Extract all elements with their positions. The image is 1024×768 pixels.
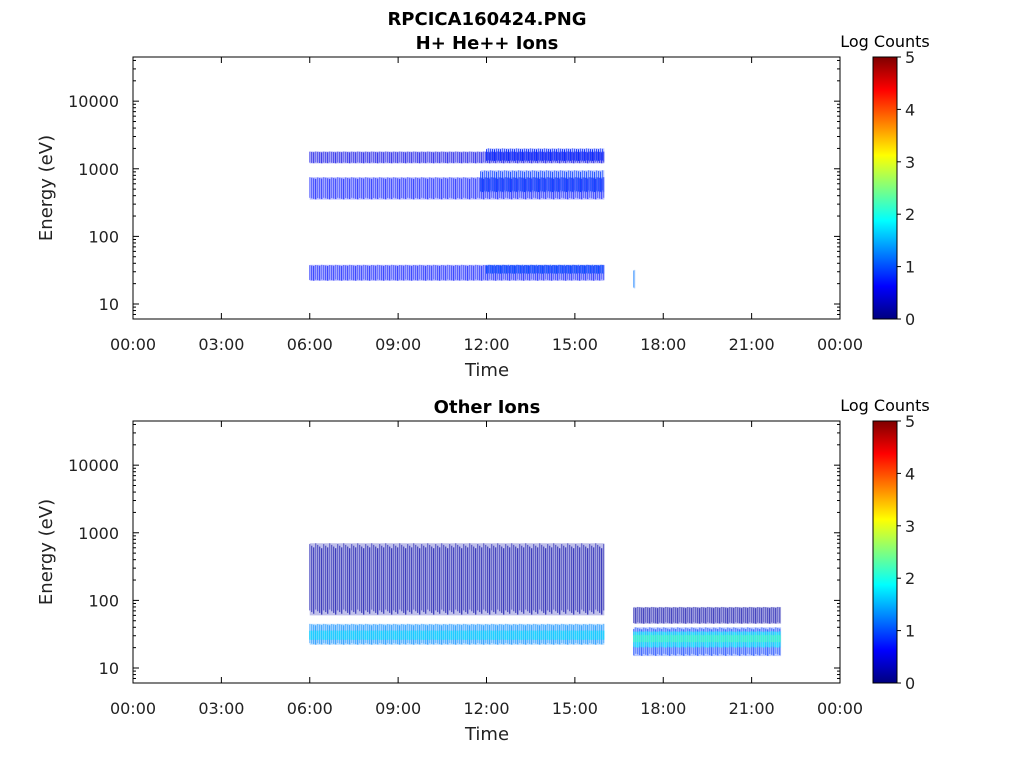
x-tick-label: 09:00 [375,699,421,718]
y-tick-label: 10 [99,295,119,314]
x-tick-label: 00:00 [110,699,156,718]
data-band [480,170,605,193]
x-axis-label-other: Time [464,724,509,745]
data-band [309,630,605,640]
y-tick-label: 10000 [68,92,119,111]
data-band [486,264,605,274]
band-fill [309,151,605,164]
colorbar-label-other: Log Counts [840,396,930,415]
colorbar-tick-label: 4 [905,464,915,483]
x-tick-label: 12:00 [463,335,509,354]
y-tick-label: 100 [88,227,119,246]
x-tick-label: 15:00 [552,335,598,354]
x-tick-label: 00:00 [817,335,863,354]
y-axis-label-h-he: Energy (eV) [36,135,57,241]
colorbar-tick-label: 4 [905,100,915,119]
data-band [633,634,782,643]
colorbar-label-h-he: Log Counts [840,32,930,51]
y-tick-label: 1000 [78,524,119,543]
y-axis-label-other: Energy (eV) [36,499,57,605]
x-tick-label: 21:00 [729,335,775,354]
data-band [633,269,636,289]
x-tick-label: 18:00 [640,699,686,718]
heatmap-area-h-he [309,148,636,289]
x-tick-label: 21:00 [729,699,775,718]
band-fill [309,543,605,616]
colorbar-tick-label: 0 [905,674,915,693]
band-fill [486,264,605,274]
panel-title-h-he: H+ He++ Ions [416,33,559,54]
panel-h-he-ions: H+ He++ Ions Time Energy (eV) Log Counts… [36,32,930,381]
x-tick-label: 03:00 [198,699,244,718]
data-band [486,148,605,162]
colorbar-tick-label: 1 [905,622,915,641]
band-fill [309,630,605,640]
x-tick-label: 00:00 [817,699,863,718]
colorbar-tick-label: 2 [905,205,915,224]
y-tick-label: 10 [99,659,119,678]
x-axis-label-h-he: Time [464,360,509,381]
colorbar-tick-label: 5 [905,412,915,431]
x-tick-label: 15:00 [552,699,598,718]
heatmap-area-other [309,543,782,657]
data-band [309,543,605,616]
x-tick-label: 03:00 [198,335,244,354]
data-band [309,151,605,164]
colorbar-tick-label: 3 [905,153,915,172]
x-tick-label: 18:00 [640,335,686,354]
x-tick-label: 00:00 [110,335,156,354]
data-band [633,606,782,624]
x-tick-label: 09:00 [375,335,421,354]
colorbar-tick-label: 1 [905,258,915,277]
x-tick-label: 06:00 [287,335,333,354]
colorbar-tick-label: 5 [905,48,915,67]
y-tick-label: 10000 [68,456,119,475]
colorbar [872,56,898,320]
band-fill [633,269,636,289]
colorbar [872,420,898,684]
colorbar-tick-label: 2 [905,569,915,588]
colorbar-tick-label: 0 [905,310,915,329]
x-tick-label: 12:00 [463,699,509,718]
y-tick-label: 100 [88,591,119,610]
y-tick-label: 1000 [78,160,119,179]
panel-title-other: Other Ions [434,397,541,418]
x-tick-label: 06:00 [287,699,333,718]
colorbar-tick-label: 3 [905,517,915,536]
figure-title: RPCICA160424.PNG [387,9,586,30]
panel-other-ions: Other Ions Time Energy (eV) Log Counts 0… [36,396,930,745]
